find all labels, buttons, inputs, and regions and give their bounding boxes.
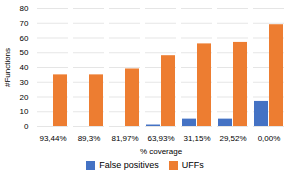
svg-text:89,3%: 89,3% <box>78 134 101 143</box>
svg-text:50: 50 <box>20 48 29 57</box>
svg-text:81,97%: 81,97% <box>111 134 138 143</box>
svg-text:29,52%: 29,52% <box>219 134 246 143</box>
svg-text:30: 30 <box>20 78 29 87</box>
svg-text:0: 0 <box>24 122 29 131</box>
svg-text:#Functions: #Functions <box>3 48 12 87</box>
svg-text:0,00%: 0,00% <box>258 134 281 143</box>
svg-text:31,15%: 31,15% <box>183 134 210 143</box>
html-text:UFFs: UFFs <box>181 160 204 170</box>
svg-text:93,44%: 93,44% <box>39 134 66 143</box>
svg-text:10: 10 <box>20 107 29 116</box>
svg-text:63,93%: 63,93% <box>147 134 174 143</box>
svg-text:20: 20 <box>20 93 29 102</box>
html-text:False positives: False positives <box>99 160 159 170</box>
svg-text:80: 80 <box>20 4 29 13</box>
svg-text:% coverage: % coverage <box>140 147 183 156</box>
svg-text:40: 40 <box>20 63 29 72</box>
svg-text:70: 70 <box>20 19 29 28</box>
svg-text:60: 60 <box>20 34 29 43</box>
